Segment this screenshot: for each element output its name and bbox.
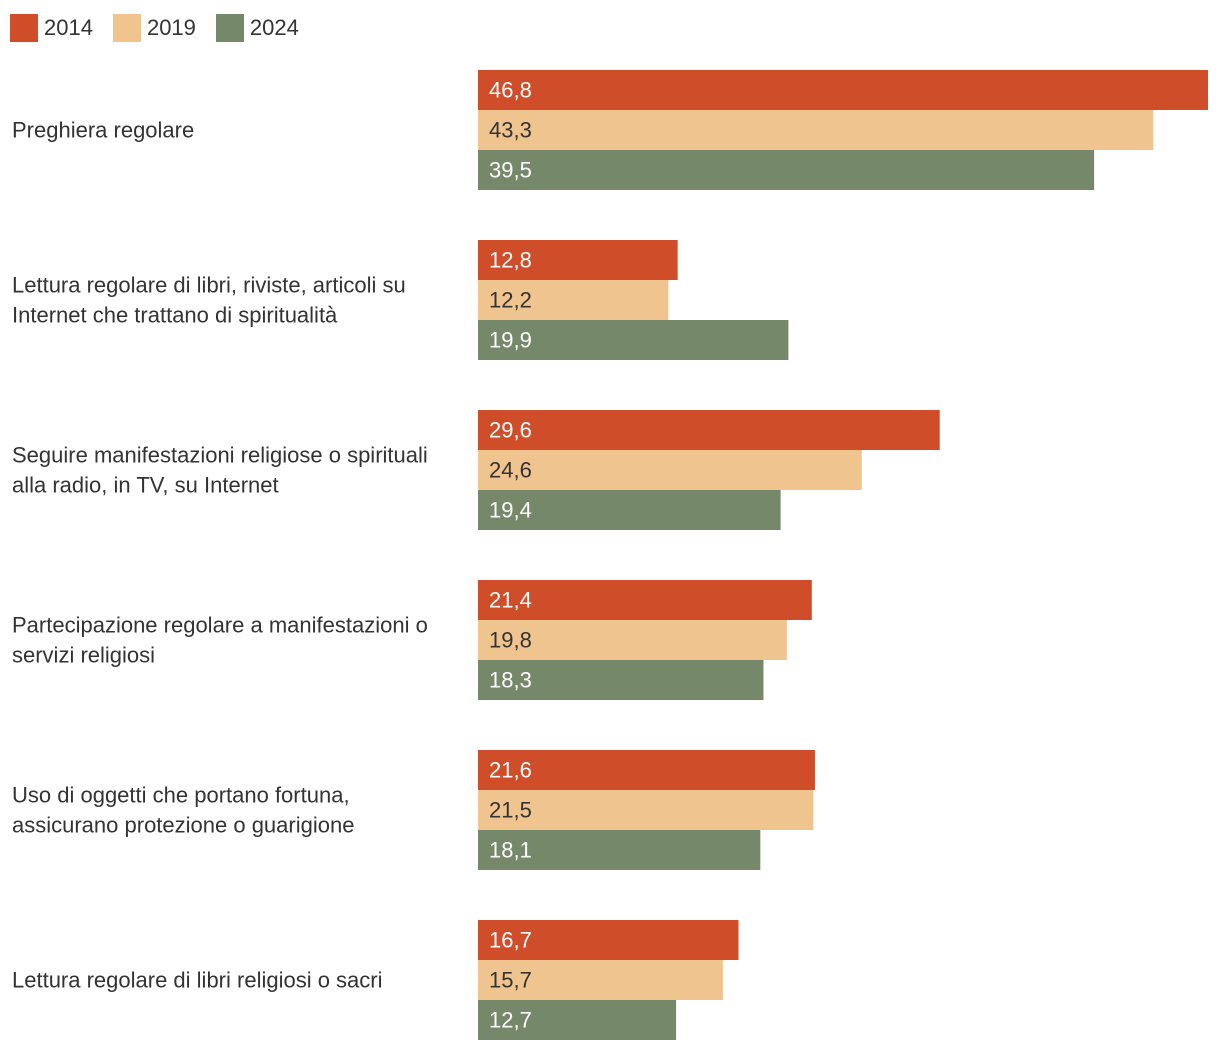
legend-label: 2024: [249, 15, 299, 40]
bar-2014: [478, 240, 678, 280]
bar-2014: [478, 580, 812, 620]
bar-value-label: 15,7: [489, 968, 532, 993]
bar-value-label: 39,5: [489, 158, 532, 183]
legend-label: 2019: [146, 15, 196, 40]
bar-value-label: 12,7: [489, 1008, 532, 1033]
bar-2024: [478, 490, 781, 530]
bar-value-label: 12,2: [489, 288, 532, 313]
bar-2019: [478, 620, 787, 660]
legend-label: 2014: [44, 15, 93, 40]
category-label-line: Internet che trattano di spiritualità: [12, 303, 338, 328]
bar-2024: [478, 150, 1095, 190]
bar-2014: [478, 920, 739, 960]
bar-2014: [478, 410, 940, 450]
category-label-line: Lettura regolare di libri religiosi o sa…: [12, 968, 383, 993]
bar-2014: [478, 750, 815, 790]
category-label-line: assicurano protezione o guarigione: [12, 813, 354, 838]
chart-legend: 2014 2019 2024: [10, 14, 319, 42]
bar-2024: [478, 660, 764, 700]
bar-value-label: 21,6: [489, 758, 532, 783]
legend-swatch: [112, 14, 141, 42]
bar-2019: [478, 280, 669, 320]
category-label-line: servizi religiosi: [12, 643, 155, 668]
bar-value-label: 43,3: [489, 118, 532, 143]
category-label: Uso di oggetti che portano fortuna, assic…: [12, 783, 354, 838]
category-label-line: Uso di oggetti che portano fortuna,: [12, 783, 350, 808]
bar-value-label: 19,9: [489, 328, 532, 353]
bar-value-label: 16,7: [489, 928, 532, 953]
legend-swatch: [10, 14, 38, 42]
category-label: Preghiera regolare: [12, 118, 194, 143]
bar-2024: [478, 320, 789, 360]
bar-value-label: 46,8: [489, 78, 532, 103]
bar-value-label: 21,5: [489, 798, 532, 823]
bar-2024: [478, 830, 761, 870]
bar-value-label: 19,4: [489, 498, 532, 523]
category-label-line: Partecipazione regolare a manifestazioni…: [12, 613, 428, 638]
bar-2019: [478, 960, 723, 1000]
category-label-line: Lettura regolare di libri, riviste, arti…: [12, 273, 406, 298]
legend-swatch: [215, 14, 244, 42]
bar-value-label: 19,8: [489, 628, 532, 653]
legend-item-2014: 2014: [10, 14, 93, 42]
bar-value-label: 18,1: [489, 838, 532, 863]
category-label-line: Preghiera regolare: [12, 118, 194, 143]
bar-2024: [478, 1000, 677, 1040]
bar-2014: [478, 70, 1208, 110]
bar-value-label: 21,4: [489, 588, 532, 613]
legend-item-2024: 2024: [215, 14, 299, 42]
bar-value-label: 12,8: [489, 248, 532, 273]
bar-2019: [478, 450, 862, 490]
bar-value-label: 29,6: [489, 418, 532, 443]
category-label: Lettura regolare di libri, riviste, arti…: [12, 273, 406, 328]
legend-item-2019: 2019: [112, 14, 196, 42]
category-label: Partecipazione regolare a manifestazioni…: [12, 613, 428, 668]
bar-value-label: 18,3: [489, 668, 532, 693]
category-label: Lettura regolare di libri religiosi o sa…: [12, 968, 383, 993]
bar-2019: [478, 110, 1154, 150]
category-label-line: Seguire manifestazioni religiose o spiri…: [12, 443, 428, 468]
category-label-line: alla radio, in TV, su Internet: [12, 473, 279, 498]
category-label: Seguire manifestazioni religiose o spiri…: [12, 443, 428, 498]
bar-value-label: 24,6: [489, 458, 532, 483]
bar-2019: [478, 790, 814, 830]
